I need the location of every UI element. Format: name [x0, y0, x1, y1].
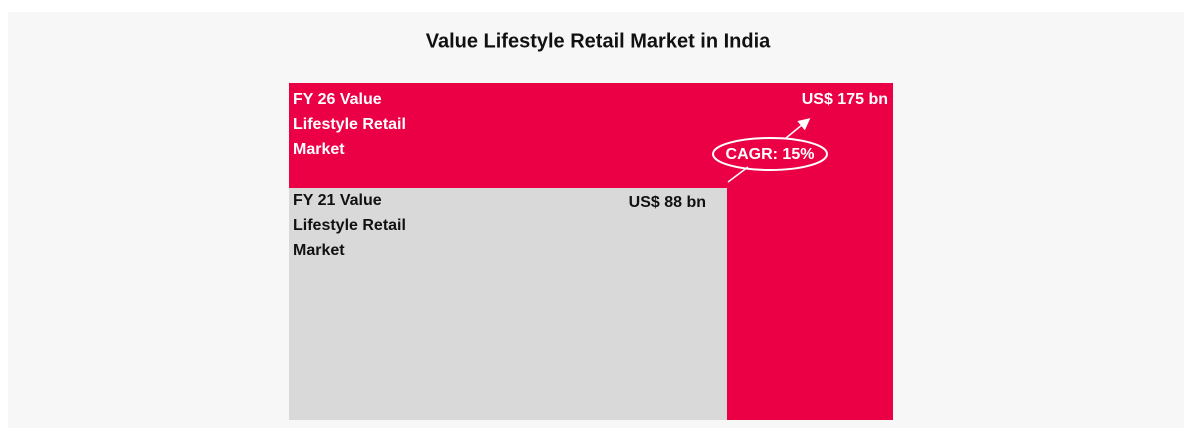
box-label: FY 21 Value — [293, 192, 382, 209]
arrow-head — [785, 118, 811, 139]
title: Value Lifestyle Retail Market in India — [426, 30, 771, 52]
box-label: Market — [293, 242, 345, 259]
box-label: Lifestyle Retail — [293, 217, 406, 234]
fy21-box — [289, 188, 727, 420]
box-label: Lifestyle Retail — [293, 116, 406, 133]
box-label: FY 26 Value — [293, 91, 382, 108]
box-value: US$ 175 bn — [802, 91, 888, 108]
arrow-tail — [727, 166, 749, 183]
cagr-label: CAGR: 15% — [726, 146, 815, 163]
box-value: US$ 88 bn — [629, 194, 706, 211]
box-label: Market — [293, 141, 345, 158]
cagr-ellipse — [712, 137, 828, 171]
